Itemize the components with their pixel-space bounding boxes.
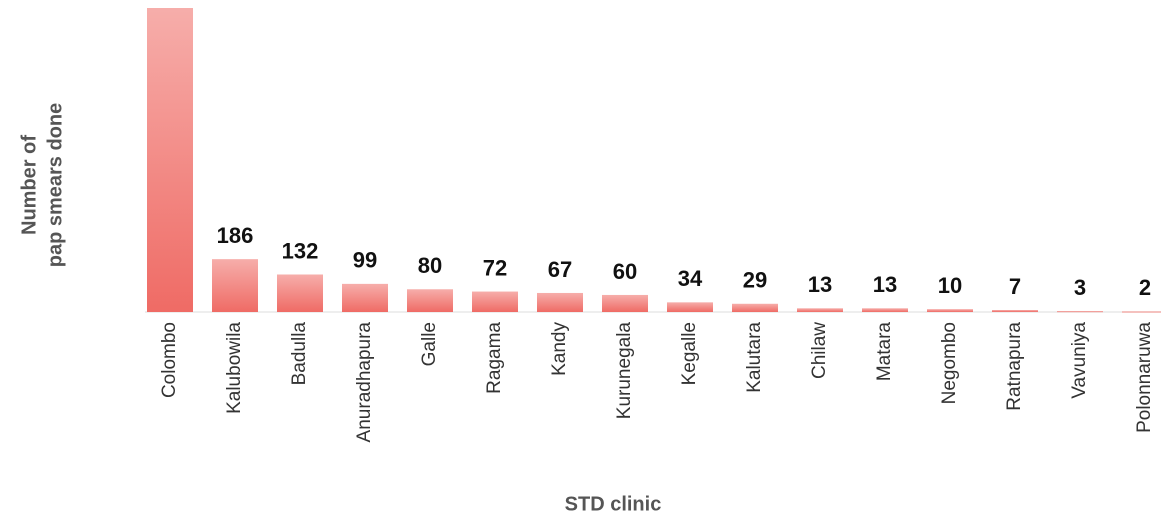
value-label: 7 xyxy=(1009,274,1021,299)
x-tick-label: Colombo xyxy=(159,322,180,398)
value-label: 60 xyxy=(613,259,637,284)
bar xyxy=(732,303,778,312)
value-label: 3 xyxy=(1074,275,1086,300)
bar xyxy=(212,259,258,312)
bar xyxy=(1057,311,1103,313)
x-tick-label: Anuradhapura xyxy=(354,322,375,443)
y-axis-label: Number of xyxy=(18,135,40,235)
value-label: 72 xyxy=(483,255,507,280)
y-axis-label: pap smears done xyxy=(44,103,66,268)
x-tick-label: Chilaw xyxy=(809,322,830,379)
x-axis-label: STD clinic xyxy=(565,493,662,515)
value-label: 29 xyxy=(743,268,767,293)
x-tick-label: Vavuniya xyxy=(1069,322,1090,399)
value-label: 67 xyxy=(548,257,572,282)
x-tick-label: Polonnaruwa xyxy=(1134,322,1155,433)
x-tick-label: Kalubowila xyxy=(224,322,245,414)
x-tick-label: Matara xyxy=(874,322,895,382)
bar xyxy=(602,294,648,312)
bar xyxy=(797,308,843,312)
x-tick-label: Negombo xyxy=(939,322,960,404)
value-label: 10 xyxy=(938,273,962,298)
bar xyxy=(667,302,713,312)
bar xyxy=(472,291,518,312)
value-label: 186 xyxy=(217,223,254,248)
bar xyxy=(537,292,583,312)
bar xyxy=(862,308,908,312)
value-label: 13 xyxy=(873,272,897,297)
bar xyxy=(927,309,973,312)
value-label: 80 xyxy=(418,253,442,278)
x-tick-label: Kurunegala xyxy=(614,322,635,420)
value-label: 2 xyxy=(1139,275,1151,300)
bar xyxy=(1122,311,1161,313)
bar xyxy=(277,274,323,312)
bar xyxy=(342,283,388,312)
x-tick-label: Ragama xyxy=(484,322,505,394)
value-label: 13 xyxy=(808,272,832,297)
x-tick-label: Ratnapura xyxy=(1004,322,1025,411)
x-tick-label: Badulla xyxy=(289,322,310,386)
value-label: 34 xyxy=(678,266,703,291)
x-tick-label: Kalutara xyxy=(744,322,765,393)
value-label: 99 xyxy=(353,248,377,273)
bar xyxy=(147,8,193,312)
x-tick-label: Kandy xyxy=(549,322,570,376)
value-label: 132 xyxy=(282,238,319,263)
x-tick-label: Kegalle xyxy=(679,322,700,385)
x-tick-label: Galle xyxy=(419,322,440,366)
bar xyxy=(992,310,1038,312)
bar xyxy=(407,289,453,312)
